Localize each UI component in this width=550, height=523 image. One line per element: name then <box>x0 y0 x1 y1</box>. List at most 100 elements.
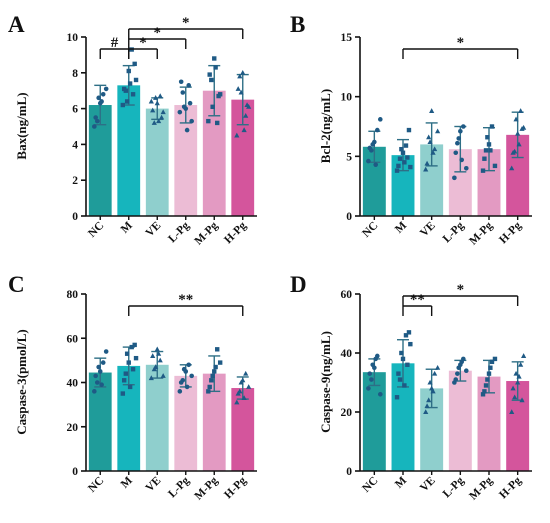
chart-d-point-h-pg-5 <box>510 385 516 391</box>
chart-a-x-tick-label-nc: NC <box>86 220 106 240</box>
chart-d-point-m-4 <box>406 330 412 335</box>
chart-d-point-l-pg-7 <box>459 359 465 365</box>
chart-a-point-nc-7 <box>99 99 104 104</box>
chart-c-x-tick-label-ve: VE <box>144 474 164 494</box>
chart-a-point-nc-3 <box>100 91 106 97</box>
chart-b-point-m-pg-0 <box>480 168 486 173</box>
chart-d-bar-h-pg <box>506 381 530 471</box>
chart-d-x-tick-label-ve: VE <box>418 474 438 494</box>
chart-b-significance-bracket-0 <box>402 48 519 59</box>
chart-c-x-tick-label-l-pg: L-Pg <box>166 474 192 500</box>
chart-a-point-h-pg-8 <box>244 102 250 108</box>
chart-c-point-m-pg-4 <box>217 360 223 365</box>
chart-b-point-l-pg-1 <box>455 140 460 146</box>
chart-a-panel-letter: A <box>8 12 25 37</box>
chart-a-y-tick-label-4: 8 <box>72 68 78 80</box>
chart-b-bar-nc <box>362 146 386 216</box>
chart-a-point-m-4 <box>132 61 137 67</box>
chart-c-point-m-5 <box>121 378 127 383</box>
chart-c-point-m-pg-7 <box>213 364 218 370</box>
chart-b-y-tick-label-3: 15 <box>341 32 353 44</box>
chart-a-point-nc-4 <box>103 86 109 92</box>
chart-a-point-ve-4 <box>160 109 166 115</box>
chart-b-point-m-9 <box>408 164 413 170</box>
chart-a-point-l-pg-1 <box>180 90 186 95</box>
chart-b-point-m-1 <box>397 156 403 161</box>
chart-c-point-ve-7 <box>156 350 162 356</box>
chart-a-x-tick-label-l-pg: L-Pg <box>166 219 192 245</box>
chart-d-point-m-3 <box>403 333 409 338</box>
chart-b-x-tick-label-m: M <box>393 220 409 236</box>
chart-c-point-ve-5 <box>150 353 156 358</box>
chart-c-point-nc-6 <box>96 364 101 370</box>
chart-c-y-tick-label-3: 60 <box>67 333 79 345</box>
chart-a-significance-bracket-2 <box>128 38 187 49</box>
chart-c-point-m-pg-1 <box>209 378 214 383</box>
chart-d-point-m-2 <box>400 356 406 362</box>
chart-b-point-ve-7 <box>430 149 436 155</box>
chart-c-panel-letter: C <box>8 272 25 297</box>
chart-a-point-l-pg-3 <box>186 83 192 88</box>
chart-c-point-m-2 <box>126 360 131 365</box>
chart-c-point-ve-4 <box>160 373 166 378</box>
chart-d-point-m-pg-7 <box>488 365 493 370</box>
chart-c-bar-nc <box>88 372 112 471</box>
chart-c-x-tick-label-m-pg: M-Pg <box>192 474 220 502</box>
chart-d-point-l-pg-6 <box>456 365 462 371</box>
chart-c-point-h-pg-3 <box>243 370 249 376</box>
chart-a-point-m-pg-5 <box>207 72 212 77</box>
chart-d-point-ve-5 <box>424 403 430 409</box>
chart-b-x-tick-label-l-pg: L-Pg <box>441 219 467 245</box>
chart-c: C Caspase-3(pmol/L) 0 20 40 60 80 NC M VE L-Pg M-Pg… <box>8 272 257 503</box>
chart-a-point-l-pg-4 <box>189 118 194 124</box>
chart-d-bar-nc <box>362 372 386 471</box>
chart-c-y-axis-label: Caspase-3(pmol/L) <box>14 329 29 434</box>
chart-b-point-ve-0 <box>423 166 429 172</box>
chart-d-x-tick-label-m: M <box>393 475 409 491</box>
chart-d-bar-l-pg <box>448 370 472 471</box>
chart-c-point-nc-3 <box>100 360 106 365</box>
chart-c-point-nc-5 <box>93 373 98 379</box>
chart-a: A Bax(ng/mL) 0 2 4 6 8 10 NC M VE L-Pg M-Pg H-Pg # * * * <box>8 12 257 248</box>
chart-d-significance-label-0: ** <box>410 292 425 308</box>
chart-a-point-ve-1 <box>151 120 157 125</box>
chart-d-point-h-pg-0 <box>509 409 515 414</box>
chart-b-point-m-4 <box>406 127 412 133</box>
chart-c-point-h-pg-4 <box>246 384 252 389</box>
chart-d-point-ve-4 <box>435 364 441 370</box>
chart-b-point-l-pg-5 <box>453 150 459 156</box>
chart-c-y-tick-label-1: 20 <box>67 422 79 434</box>
chart-a-point-nc-1 <box>94 118 100 124</box>
chart-c-point-ve-3 <box>157 357 163 363</box>
chart-b-bar-ve <box>420 144 444 216</box>
chart-a-point-m-pg-1 <box>209 77 214 83</box>
chart-c-point-m-1 <box>123 371 128 376</box>
chart-a-point-ve-6 <box>153 95 159 100</box>
chart-b-y-tick-label-0: 0 <box>346 211 352 223</box>
chart-c-point-l-pg-3 <box>186 362 192 368</box>
chart-b-point-m-pg-5 <box>482 156 487 161</box>
chart-d-x-tick-label-nc: NC <box>360 475 380 495</box>
chart-d-x-tick-label-h-pg: H-Pg <box>497 474 524 501</box>
chart-c-error-bar-ve <box>151 350 164 379</box>
chart-a-significance-label-1: * <box>139 35 147 51</box>
chart-c-point-m-8 <box>130 367 136 372</box>
chart-b-point-nc-7 <box>373 162 379 167</box>
chart-d-point-m-pg-2 <box>486 371 492 376</box>
chart-a-point-h-pg-2 <box>240 70 246 75</box>
chart-a-point-ve-2 <box>154 100 160 106</box>
chart-d-y-tick-label-2: 40 <box>341 348 353 360</box>
chart-a-point-l-pg-6 <box>181 104 187 110</box>
chart-c-point-m-7 <box>127 384 133 390</box>
chart-c-bar-m-pg <box>202 373 226 471</box>
chart-b-point-m-3 <box>403 143 409 148</box>
chart-a-point-h-pg-5 <box>235 86 241 91</box>
chart-a-bar-h-pg <box>231 99 255 216</box>
chart-b-y-tick-label-2: 10 <box>341 92 353 104</box>
chart-d-point-m-pg-5 <box>482 389 487 394</box>
chart-c-y-tick-label-4: 80 <box>67 289 79 301</box>
chart-c-bar-l-pg <box>174 375 198 471</box>
chart-b-bar-h-pg <box>506 134 530 216</box>
chart-d-point-m-pg-4 <box>492 356 498 362</box>
